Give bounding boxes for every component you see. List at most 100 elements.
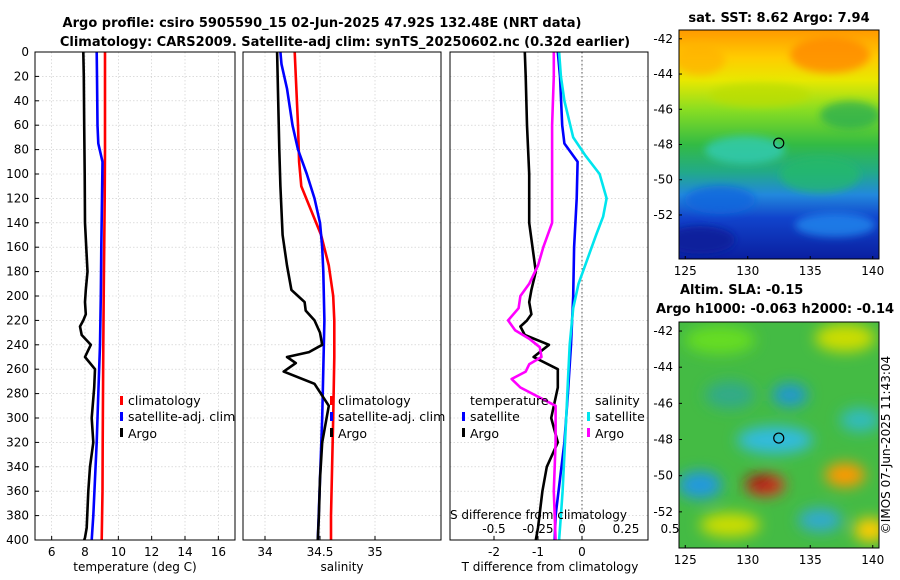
x-tick-label: 12: [144, 545, 159, 559]
legend-swatch-t-satellite: [462, 412, 465, 421]
x-tick-label: 0: [578, 545, 586, 559]
x-tick-label: 14: [177, 545, 192, 559]
map-y-tick-label: -42: [653, 32, 673, 46]
sla-axis-ticks: 125 130 135 140 -42 -44 -46 -48 -50 -52: [653, 324, 884, 567]
sst-heatmap-field: [679, 30, 879, 259]
sst-patch: [795, 213, 875, 237]
depth-axis-ticks: 0 20 40 60 80 100 120 140 160 180 200 220 240 260 280 3…: [6, 45, 39, 547]
temperature-axis-ticks: 6 8 10 12 14 16: [48, 536, 226, 559]
sla-blob: [679, 471, 722, 499]
temperature-legend: climatology satellite-adj. clim Argo: [120, 393, 235, 441]
figure-title-line1: Argo profile: csiro 5905590_15 02-Jun-20…: [63, 16, 582, 31]
sla-heatmap-field: [679, 322, 879, 548]
sla-blob: [798, 508, 842, 532]
y-tick-label: 300: [6, 411, 29, 425]
temperature-plot-background: [35, 52, 235, 540]
y-tick-label: 260: [6, 362, 29, 376]
legend-label-argo: Argo: [338, 426, 367, 441]
sst-map: sat. SST: 8.62 Argo: 7.94 125 130 135 140 -4…: [653, 11, 884, 278]
figure-title-line2: Climatology: CARS2009. Satellite-adj cli…: [60, 35, 630, 50]
s-tick-label: 0.25: [613, 522, 640, 536]
y-tick-label: 100: [6, 167, 29, 181]
sla-blob: [700, 513, 760, 537]
t-difference-axis-ticks: -2 -1 0: [488, 536, 586, 559]
sst-patch: [705, 136, 785, 164]
sla-map-title-line2: Argo h1000: -0.063 h2000: -0.14: [656, 302, 894, 317]
map-y-tick-label: -46: [653, 102, 673, 116]
series-line-climatology: [100, 52, 107, 541]
sst-patches: [679, 37, 879, 254]
temperature-xlabel: temperature (deg C): [73, 560, 196, 574]
x-tick-label: 34: [257, 545, 272, 559]
legend-label-t-satellite: satellite: [470, 409, 520, 424]
sla-map-title-line1: Altim. SLA: -0.15: [680, 283, 803, 298]
series-line-satellite-adj-clim: [279, 51, 326, 541]
map-x-tick-label: 130: [736, 553, 759, 567]
y-tick-label: 380: [6, 509, 29, 523]
map-y-tick-label: -52: [653, 208, 673, 222]
sst-axis-ticks: 125 130 135 140 -42 -44 -46 -48 -50 -52: [653, 32, 884, 278]
legend-label-climatology: climatology: [128, 393, 201, 408]
sla-blob: [705, 381, 755, 409]
legend-swatch-s-argo: [587, 428, 590, 437]
legend-label-s-satellite: satellite: [595, 409, 645, 424]
y-tick-label: 340: [6, 460, 29, 474]
map-y-tick-label: -50: [653, 469, 673, 483]
y-tick-label: 160: [6, 240, 29, 254]
salinity-plot-frame: [242, 51, 442, 541]
series-line-satellite-adj-clim: [90, 51, 104, 541]
legend-label-satellite: satellite-adj. clim: [338, 409, 445, 424]
y-tick-label: 60: [14, 118, 29, 132]
y-tick-label: 320: [6, 435, 29, 449]
salinity-xlabel: salinity: [320, 560, 363, 574]
map-x-tick-label: 140: [861, 553, 884, 567]
map-y-tick-label: -50: [653, 173, 673, 187]
legend-header-temperature: temperature: [470, 393, 549, 408]
map-x-tick-label: 125: [674, 264, 697, 278]
map-x-tick-label: 135: [799, 264, 822, 278]
map-y-tick-label: -42: [653, 324, 673, 338]
sla-blob: [854, 518, 879, 542]
legend-label-argo: Argo: [128, 426, 157, 441]
y-tick-label: 220: [6, 313, 29, 327]
x-tick-label: 10: [111, 545, 126, 559]
salinity-series: [275, 51, 336, 541]
sst-patch: [710, 83, 810, 107]
argo-location-marker: [773, 137, 785, 149]
sla-blob: [746, 475, 774, 489]
map-y-tick-label: -44: [653, 67, 673, 81]
sst-patch: [679, 226, 735, 254]
salinity-legend: climatology satellite-adj. clim Argo: [330, 393, 445, 441]
x-tick-label: 6: [48, 545, 56, 559]
x-tick-label: 35: [367, 545, 382, 559]
legend-swatch-climatology: [120, 396, 123, 405]
difference-legend: temperature satellite Argo salinity sate…: [462, 393, 645, 441]
sst-patch: [679, 45, 725, 75]
series-line-salinity-satellite: [557, 51, 608, 541]
s-difference-axis-ticks: -0.5 -0.25 0 0.25 0.5: [482, 522, 679, 536]
legend-label-satellite: satellite-adj. clim: [128, 409, 235, 424]
series-line-climatology: [293, 51, 336, 540]
legend-label-t-argo: Argo: [470, 426, 499, 441]
sla-blob: [685, 326, 755, 354]
y-tick-label: 180: [6, 265, 29, 279]
legend-swatch-satellite: [330, 412, 333, 421]
s-tick-label: -0.25: [522, 522, 553, 536]
temperature-panel: 0 20 40 60 80 100 120 140 160 180 200 220 240 260 280 3…: [6, 45, 236, 574]
sla-map: Altim. SLA: -0.15 Argo h1000: -0.063 h20…: [653, 283, 894, 567]
sla-blob: [825, 463, 865, 487]
argo-location-marker: [773, 432, 785, 444]
difference-plot-frame: [449, 51, 649, 541]
legend-label-s-argo: Argo: [595, 426, 624, 441]
legend-swatch-satellite: [120, 412, 123, 421]
sst-map-title: sat. SST: 8.62 Argo: 7.94: [688, 11, 869, 26]
t-difference-xlabel: T difference from climatology: [461, 560, 639, 574]
y-tick-label: 240: [6, 338, 29, 352]
series-line-temperature-satellite: [553, 51, 579, 541]
sla-map-frame: [678, 321, 880, 549]
y-tick-label: 280: [6, 387, 29, 401]
series-line-salinity-argo: [506, 52, 557, 541]
sst-patch: [780, 157, 860, 193]
